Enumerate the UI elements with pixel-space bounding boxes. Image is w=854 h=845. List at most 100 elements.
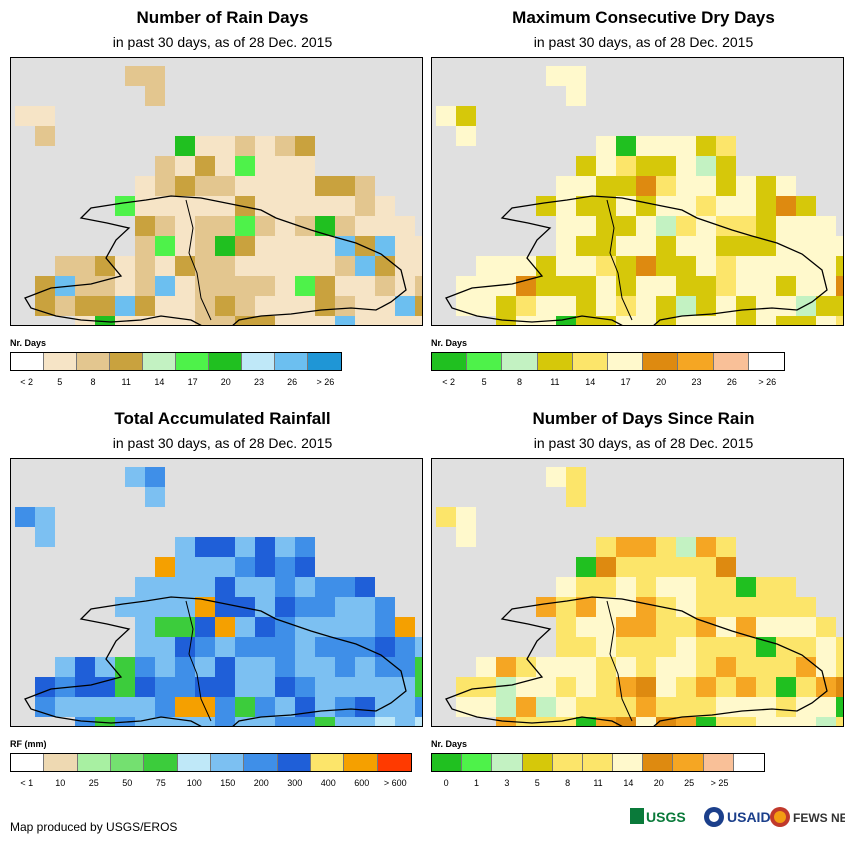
map-cell: [395, 717, 415, 726]
map-cell: [556, 236, 576, 256]
map-cell: [255, 577, 275, 597]
map-cell: [716, 617, 736, 637]
map-cell: [415, 637, 422, 657]
map-cell: [155, 577, 175, 597]
map-cell: [596, 156, 616, 176]
map-cell: [215, 717, 235, 726]
map-cell: [295, 557, 315, 577]
legend-labels: < 2 5 8 11 14 17 20 23 26 > 26: [10, 377, 342, 389]
map-cell: [656, 176, 676, 196]
legend-label: 5: [57, 377, 63, 387]
map-cell: [636, 637, 656, 657]
map-cell: [195, 156, 215, 176]
panel-title: Number of Rain Days: [136, 8, 309, 27]
map-cell: [576, 216, 596, 236]
map-cell: [496, 697, 516, 717]
map-cell: [816, 316, 836, 325]
map-cell: [195, 717, 215, 726]
map-cell: [456, 106, 476, 126]
map-cell: [596, 717, 616, 726]
map-cell: [335, 577, 355, 597]
legend-swatch-7: [244, 754, 278, 771]
map-cell: [556, 276, 576, 296]
map-cell: [235, 296, 255, 316]
map-cell: [295, 577, 315, 597]
map-cell: [55, 657, 75, 677]
fews-net-logo: FEWS NET: [770, 807, 845, 827]
map-cell: [195, 216, 215, 236]
map-cell: [636, 216, 656, 236]
map-cell: [756, 577, 776, 597]
map-cell: [696, 216, 716, 236]
map-cell: [696, 617, 716, 637]
map-cell: [235, 276, 255, 296]
map-cell: [796, 617, 816, 637]
legend-swatch-2: [77, 353, 110, 370]
map-cell: [476, 296, 496, 316]
map-cell: [556, 256, 576, 276]
map-cell: [355, 176, 375, 196]
panel-title: Maximum Consecutive Dry Days: [512, 8, 775, 27]
legend-colorbar: [10, 753, 412, 772]
map-cell: [596, 256, 616, 276]
map-cell: [776, 597, 796, 617]
map-cell: [125, 66, 145, 86]
map-cell: [676, 677, 696, 697]
map-cell: [415, 697, 422, 717]
map-cell: [415, 296, 422, 316]
legend-swatch-3: [110, 754, 145, 771]
map-cell: [736, 316, 756, 325]
map-cell: [135, 657, 155, 677]
map-cell: [215, 196, 235, 216]
legend-swatch-6: [210, 754, 245, 771]
map-cell: [215, 176, 235, 196]
svg-text:USAID: USAID: [727, 809, 771, 825]
map-cell: [155, 216, 175, 236]
map-cell: [776, 577, 796, 597]
map-cell: [155, 637, 175, 657]
map-cell: [275, 597, 295, 617]
map-cell: [716, 256, 736, 276]
map-cell: [355, 677, 375, 697]
map-cell: [816, 637, 836, 657]
map-cell: [35, 106, 55, 126]
legend-label: 14: [585, 377, 596, 387]
map-cell: [636, 296, 656, 316]
map-cell: [616, 156, 636, 176]
map-cell: [355, 236, 375, 256]
map-cell: [536, 597, 556, 617]
map-cell: [576, 276, 596, 296]
map-cell: [696, 276, 716, 296]
map-cell: [616, 216, 636, 236]
map-cell: [636, 657, 656, 677]
map-cell: [616, 637, 636, 657]
map-cell: [816, 236, 836, 256]
map-cell: [736, 256, 756, 276]
map-cell: [195, 537, 215, 557]
map-cell: [516, 717, 536, 726]
map-cell: [696, 657, 716, 677]
island-outline: [445, 195, 828, 325]
legend-label: 20: [653, 778, 664, 788]
legend-label: 100: [186, 778, 202, 788]
map-cell: [616, 617, 636, 637]
legend-label: 75: [155, 778, 166, 788]
legend-swatch-4: [143, 353, 176, 370]
map-cell: [576, 296, 596, 316]
map-cell: [676, 597, 696, 617]
map-cell: [436, 106, 456, 126]
map-cell: [796, 657, 816, 677]
map-cell: [195, 196, 215, 216]
map-cell: [115, 256, 135, 276]
map-cell: [295, 637, 315, 657]
map-credit: Map produced by USGS/EROS: [10, 820, 178, 834]
map-cell: [596, 316, 616, 325]
legend-label: 25: [88, 778, 99, 788]
legend-label: 11: [550, 377, 560, 387]
map-cell: [135, 216, 155, 236]
legend-label: 300: [287, 778, 303, 788]
map-cell: [756, 316, 776, 325]
map-cell: [716, 577, 736, 597]
map-cell: [275, 216, 295, 236]
legend-swatch-7: [678, 353, 714, 370]
